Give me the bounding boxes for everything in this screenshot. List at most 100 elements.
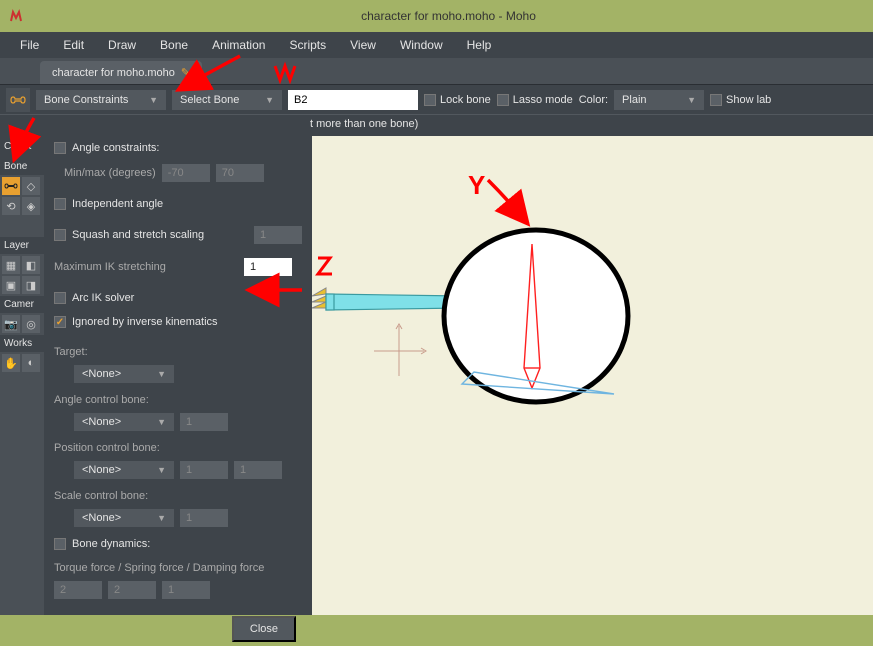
camera-tool-1-icon[interactable]: 📷 bbox=[2, 315, 20, 333]
target-label: Target: bbox=[54, 346, 88, 358]
checkbox-icon bbox=[424, 94, 436, 106]
scale-control-dropdown[interactable]: <None> ▼ bbox=[74, 509, 174, 527]
bone-tool-4-icon[interactable]: ◈ bbox=[22, 197, 40, 215]
angle-control-label: Angle control bone: bbox=[54, 394, 149, 406]
scale-control-value: <None> bbox=[82, 512, 121, 524]
bone-constraints-label: Bone Constraints bbox=[44, 94, 128, 106]
ignored-ik-label: Ignored by inverse kinematics bbox=[72, 316, 302, 328]
max-angle-input[interactable] bbox=[216, 164, 264, 182]
lasso-mode-label: Lasso mode bbox=[513, 94, 573, 106]
hint-text: t more than one bone) bbox=[10, 118, 418, 130]
lock-bone-label: Lock bone bbox=[440, 94, 491, 106]
menubar: File Edit Draw Bone Animation Scripts Vi… bbox=[0, 32, 873, 58]
bone-name-input[interactable] bbox=[288, 90, 418, 110]
select-bone-label: Select Bone bbox=[180, 94, 239, 106]
menu-animation[interactable]: Animation bbox=[202, 34, 275, 56]
squash-value-input[interactable] bbox=[254, 226, 302, 244]
layer-tool-2-icon[interactable]: ◧ bbox=[22, 256, 40, 274]
layer-tool-1-icon[interactable]: ▦ bbox=[2, 256, 20, 274]
min-angle-input[interactable] bbox=[162, 164, 210, 182]
independent-angle-label: Independent angle bbox=[72, 198, 302, 210]
chevron-down-icon: ▼ bbox=[265, 95, 274, 105]
menu-view[interactable]: View bbox=[340, 34, 386, 56]
independent-angle-checkbox[interactable] bbox=[54, 198, 66, 210]
window-title: character for moho.moho - Moho bbox=[32, 9, 865, 23]
menu-scripts[interactable]: Scripts bbox=[279, 34, 336, 56]
position-control-num1-input[interactable] bbox=[180, 461, 228, 479]
target-value: <None> bbox=[82, 368, 121, 380]
titlebar: character for moho.moho - Moho bbox=[0, 0, 873, 32]
chevron-down-icon: ▼ bbox=[157, 369, 166, 379]
squash-stretch-label: Squash and stretch scaling bbox=[72, 229, 248, 241]
section-workspace: Works bbox=[0, 335, 44, 352]
close-button[interactable]: Close bbox=[232, 616, 296, 642]
position-control-num2-input[interactable] bbox=[234, 461, 282, 479]
chevron-down-icon: ▼ bbox=[157, 417, 166, 427]
chevron-down-icon: ▼ bbox=[157, 513, 166, 523]
arc-ik-label: Arc IK solver bbox=[72, 292, 302, 304]
show-label-checkbox[interactable]: Show lab bbox=[710, 94, 771, 106]
lock-bone-checkbox[interactable]: Lock bone bbox=[424, 94, 491, 106]
chevron-down-icon: ▼ bbox=[157, 465, 166, 475]
bone-tool-3-icon[interactable]: ⟲ bbox=[2, 197, 20, 215]
minmax-label: Min/max (degrees) bbox=[54, 167, 156, 179]
angle-control-dropdown[interactable]: <None> ▼ bbox=[74, 413, 174, 431]
layer-tool-4-icon[interactable]: ◨ bbox=[22, 276, 40, 294]
menu-draw[interactable]: Draw bbox=[98, 34, 146, 56]
menu-help[interactable]: Help bbox=[457, 34, 502, 56]
pencil-icon: ✎ bbox=[181, 66, 190, 79]
section-camera: Camer bbox=[0, 296, 44, 313]
menu-bone[interactable]: Bone bbox=[150, 34, 198, 56]
menu-file[interactable]: File bbox=[10, 34, 49, 56]
squash-stretch-checkbox[interactable] bbox=[54, 229, 66, 241]
ignored-ik-checkbox[interactable] bbox=[54, 316, 66, 328]
position-control-label: Position control bone: bbox=[54, 442, 160, 454]
content-area: Click t Bone ◇ ⟲ ◈ Layer ▦ ◧ ▣ ◨ Camer 📷… bbox=[0, 136, 873, 615]
spring-input[interactable] bbox=[108, 581, 156, 599]
hint-bar: t more than one bone) bbox=[0, 114, 873, 136]
bone-tool-2-icon[interactable]: ◇ bbox=[22, 177, 40, 195]
bone-constraints-dropdown[interactable]: Bone Constraints ▼ bbox=[36, 90, 166, 110]
select-bone-dropdown[interactable]: Select Bone ▼ bbox=[172, 90, 282, 110]
bone-dynamics-checkbox[interactable] bbox=[54, 538, 66, 550]
hand-tool-icon[interactable]: ✋ bbox=[2, 354, 20, 372]
torque-input[interactable] bbox=[54, 581, 102, 599]
torque-label: Torque force / Spring force / Damping fo… bbox=[54, 562, 264, 574]
select-bone-tool-icon[interactable] bbox=[2, 177, 20, 195]
arc-ik-checkbox[interactable] bbox=[54, 292, 66, 304]
menu-edit[interactable]: Edit bbox=[53, 34, 94, 56]
left-tool-strip: Click t Bone ◇ ⟲ ◈ Layer ▦ ◧ ▣ ◨ Camer 📷… bbox=[0, 136, 44, 615]
workspace-tool-2-icon[interactable]: ◐ bbox=[22, 354, 40, 372]
position-control-dropdown[interactable]: <None> ▼ bbox=[74, 461, 174, 479]
top-toolbar: Bone Constraints ▼ Select Bone ▼ Lock bo… bbox=[0, 84, 873, 114]
chevron-down-icon: ▼ bbox=[149, 95, 158, 105]
tab-label: character for moho.moho bbox=[52, 67, 175, 79]
angle-control-value: <None> bbox=[82, 416, 121, 428]
target-dropdown[interactable]: <None> ▼ bbox=[74, 365, 174, 383]
section-layer: Layer bbox=[0, 237, 44, 254]
max-ik-label: Maximum IK stretching bbox=[54, 261, 166, 273]
damping-input[interactable] bbox=[162, 581, 210, 599]
lasso-mode-checkbox[interactable]: Lasso mode bbox=[497, 94, 573, 106]
bone-constraints-panel: Angle constraints: Min/max (degrees) Ind… bbox=[44, 136, 312, 615]
tabbar: character for moho.moho ✎ bbox=[0, 58, 873, 84]
max-ik-input[interactable] bbox=[244, 258, 292, 276]
layer-tool-3-icon[interactable]: ▣ bbox=[2, 276, 20, 294]
checkbox-icon bbox=[497, 94, 509, 106]
document-tab[interactable]: character for moho.moho ✎ bbox=[40, 61, 202, 84]
bone-tool-icon[interactable] bbox=[6, 88, 30, 112]
angle-control-num-input[interactable] bbox=[180, 413, 228, 431]
position-control-value: <None> bbox=[82, 464, 121, 476]
scale-control-num-input[interactable] bbox=[180, 509, 228, 527]
camera-tool-2-icon[interactable]: ◎ bbox=[22, 315, 40, 333]
angle-constraints-checkbox[interactable] bbox=[54, 142, 66, 154]
angle-constraints-label: Angle constraints: bbox=[72, 142, 302, 154]
color-dropdown[interactable]: Plain ▼ bbox=[614, 90, 704, 110]
checkbox-icon bbox=[710, 94, 722, 106]
menu-window[interactable]: Window bbox=[390, 34, 453, 56]
scale-control-label: Scale control bone: bbox=[54, 490, 148, 502]
section-bone: Bone bbox=[0, 158, 44, 175]
color-value: Plain bbox=[622, 94, 646, 106]
chevron-down-icon: ▼ bbox=[687, 95, 696, 105]
color-label: Color: bbox=[579, 94, 608, 106]
